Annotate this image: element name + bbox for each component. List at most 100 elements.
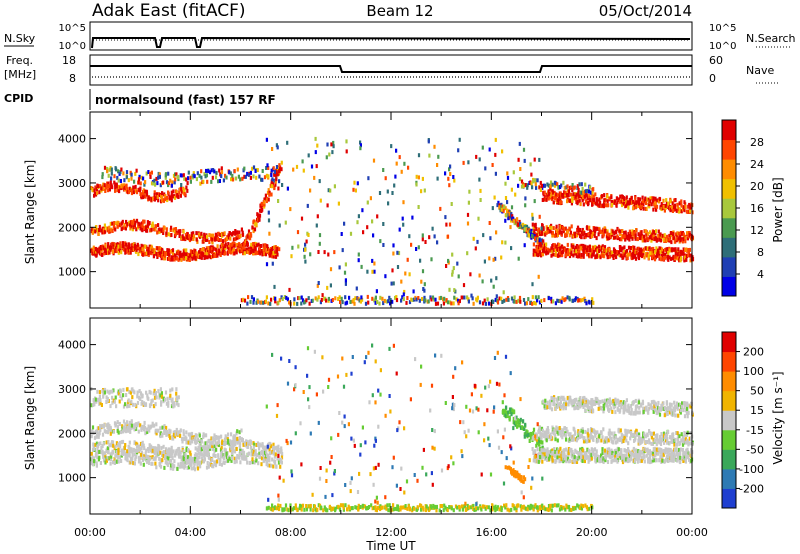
range-cell — [109, 431, 112, 436]
range-cell — [135, 168, 138, 173]
range-cell — [531, 282, 534, 287]
range-cell — [642, 199, 646, 204]
range-cell — [229, 171, 232, 176]
range-cell — [569, 185, 573, 190]
range-cell — [672, 247, 676, 252]
range-cell — [514, 192, 517, 197]
range-cell — [669, 231, 673, 235]
range-cell — [538, 157, 541, 162]
range-cell — [626, 449, 629, 454]
range-cell — [558, 243, 561, 247]
range-cell — [507, 410, 510, 415]
range-cell — [115, 459, 118, 464]
range-cell — [674, 247, 677, 252]
range-cell — [276, 456, 279, 461]
range-cell — [667, 250, 670, 255]
range-cell — [672, 254, 675, 259]
range-cell — [208, 170, 212, 175]
range-cell — [520, 179, 524, 184]
range-cell — [590, 234, 593, 239]
range-cell — [436, 240, 439, 245]
range-cell — [117, 178, 120, 183]
range-cell — [227, 235, 231, 239]
range-cell — [214, 454, 217, 458]
range-cell — [554, 245, 557, 250]
range-cell — [421, 269, 425, 274]
range-cell — [546, 454, 549, 459]
range-cell — [225, 454, 228, 459]
range-cell — [447, 258, 450, 263]
range-cell — [139, 222, 142, 227]
range-cell — [421, 297, 424, 301]
range-cell — [94, 442, 97, 447]
range-cell — [146, 223, 149, 228]
range-cell — [247, 229, 251, 234]
range-cell — [653, 250, 657, 255]
range-cell — [122, 171, 125, 176]
range-cell — [392, 281, 395, 286]
range-cell — [673, 454, 676, 459]
range-cell — [327, 188, 330, 193]
range-cell — [202, 239, 205, 244]
range-cell — [545, 455, 548, 460]
range-cell — [604, 228, 607, 233]
range-cell — [439, 206, 442, 211]
power-ylabel: Slant Range [km] — [23, 160, 37, 264]
range-cell — [114, 188, 117, 193]
range-cell — [625, 457, 628, 462]
range-cell — [147, 424, 150, 429]
range-cell — [353, 180, 356, 185]
range-cell — [167, 171, 170, 176]
range-cell — [537, 452, 540, 457]
range-cell — [117, 459, 120, 464]
range-cell — [574, 448, 577, 453]
range-cell — [279, 165, 282, 170]
range-cell — [95, 253, 98, 258]
range-cell — [221, 233, 224, 238]
range-cell — [174, 177, 177, 182]
range-cell — [646, 197, 649, 202]
range-cell — [402, 222, 405, 227]
range-cell — [462, 283, 466, 288]
range-cell — [590, 453, 593, 458]
range-cell — [613, 249, 616, 254]
range-cell — [541, 223, 544, 228]
range-cell — [628, 201, 631, 206]
range-cell — [147, 247, 150, 252]
range-cell — [578, 199, 581, 204]
range-cell — [676, 202, 679, 207]
range-cell — [572, 458, 575, 463]
nsearch-tick-bottom: 10^0 — [709, 41, 736, 52]
range-cell — [621, 229, 624, 234]
range-cell — [125, 219, 128, 224]
range-cell — [246, 171, 249, 176]
range-cell — [533, 229, 536, 234]
range-cell — [555, 450, 558, 455]
range-cell — [523, 225, 527, 229]
range-cell — [117, 447, 120, 452]
range-cell — [539, 242, 542, 247]
range-cell — [200, 248, 203, 253]
range-cell — [198, 439, 201, 444]
range-cell — [570, 243, 573, 248]
range-cell — [118, 189, 121, 194]
range-cell — [149, 175, 152, 179]
range-cell — [179, 250, 182, 255]
range-cell — [257, 215, 260, 220]
range-cell — [202, 459, 205, 464]
range-cell — [379, 295, 382, 300]
range-cell — [208, 438, 211, 443]
range-cell — [238, 443, 241, 448]
range-cell — [495, 230, 498, 235]
range-cell — [627, 231, 630, 236]
range-cell — [583, 296, 586, 301]
range-cell — [687, 251, 690, 255]
range-cell — [402, 200, 405, 205]
range-cell — [227, 432, 230, 437]
range-cell — [113, 221, 116, 225]
range-cell — [551, 451, 554, 456]
range-cell — [539, 180, 542, 185]
range-cell — [103, 229, 107, 234]
range-cell — [233, 449, 237, 454]
range-cell — [278, 163, 281, 168]
